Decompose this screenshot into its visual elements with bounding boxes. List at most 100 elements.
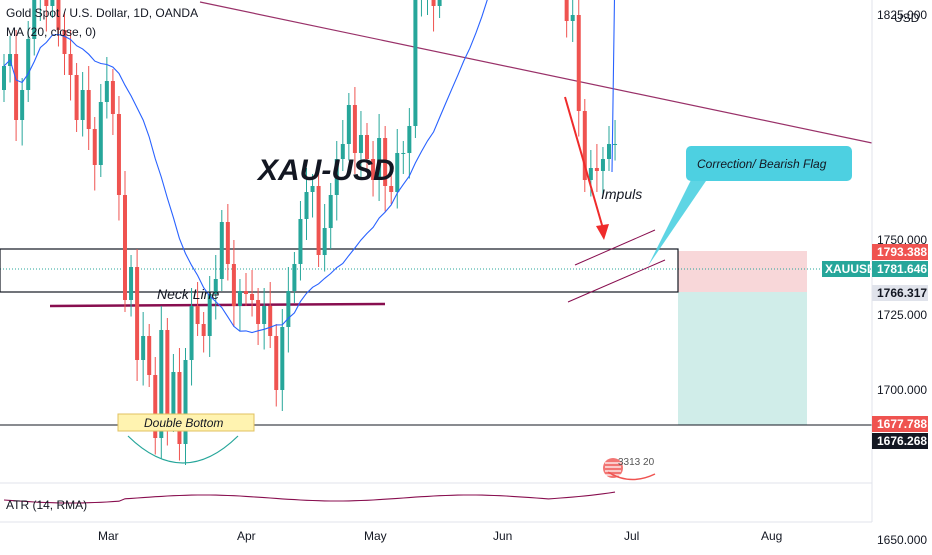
logo-text: 3313 20 (618, 457, 655, 468)
candle-body (250, 294, 255, 300)
candle-body (383, 138, 388, 186)
candle-body (14, 54, 19, 120)
candle-body (570, 15, 575, 21)
y-tick-label: 1725.000 (877, 308, 927, 322)
candle-body (576, 15, 581, 111)
candle-body (50, 0, 55, 6)
stop-tag: 1793.388 (877, 245, 927, 259)
candle-body (395, 153, 400, 192)
flag-lower-line (567, 259, 666, 303)
candle-body (365, 135, 369, 159)
stop-tag-bg (872, 244, 928, 260)
neck-line-label: Neck Line (157, 286, 219, 302)
candle-body (437, 0, 442, 6)
candle-body (413, 0, 418, 126)
x-tick-label: May (364, 529, 387, 543)
candle-body (304, 192, 309, 219)
consolidation-box (0, 248, 679, 293)
candle-body (600, 159, 605, 171)
impuls-arrowhead (596, 224, 609, 240)
candle-body (316, 186, 321, 255)
candle-body (346, 105, 351, 144)
candle-body (207, 294, 212, 336)
flag-logo-icon: 3313 20 (603, 457, 656, 481)
candle-body (213, 279, 218, 294)
candle-body (159, 330, 164, 438)
candle-body (116, 114, 121, 195)
candle-body (153, 375, 158, 438)
candle-body (56, 0, 61, 30)
target-tag: 1677.788 (877, 417, 927, 431)
candle-body (322, 228, 327, 255)
impuls-label: Impuls (601, 186, 642, 202)
candle-body (328, 195, 333, 228)
candle-body (141, 336, 146, 360)
candle-body (2, 66, 6, 90)
y-tick-label: 1750.000 (877, 233, 927, 247)
x-tick-label: Mar (98, 529, 119, 543)
symbol-tag-bg (822, 261, 870, 277)
candle-body (129, 267, 134, 300)
candle-body (80, 90, 85, 120)
reward-zone (678, 292, 807, 425)
candle-body (274, 336, 279, 390)
candle-body (268, 306, 273, 336)
candle-body (62, 30, 67, 54)
candle-body (104, 81, 109, 102)
x-tick-label: Jul (624, 529, 639, 543)
candle-body (582, 111, 587, 180)
x-tick-label: Apr (237, 529, 256, 543)
callout-box (686, 146, 852, 181)
candle-body (334, 159, 339, 195)
candle-body (92, 129, 97, 165)
callout-pointer (648, 178, 708, 266)
candle-body (225, 222, 230, 264)
candle-body (135, 267, 140, 360)
symbol-title: Gold Spot / U.S. Dollar, 1D, OANDA (6, 6, 199, 20)
candle-body (358, 135, 363, 153)
target-tag-bg (872, 416, 928, 432)
candle-body (183, 360, 188, 444)
candle-body (262, 306, 267, 324)
double-bottom-arc (127, 435, 239, 464)
candle-body (86, 90, 91, 129)
y-tick-label: 1650.000 (877, 533, 927, 547)
symbol-tag: XAUUSD (825, 262, 876, 276)
candle-body (298, 219, 303, 264)
candle-body (280, 327, 285, 390)
candle-body (286, 291, 291, 327)
support-tag-bg (872, 433, 928, 449)
candle-body (110, 81, 115, 114)
support-tag: 1676.268 (877, 434, 927, 448)
double-bottom-label: Double Bottom (144, 416, 223, 430)
candle-body (171, 372, 176, 420)
candle-body (98, 102, 103, 165)
candle-body (292, 264, 297, 291)
candle-body (377, 138, 382, 180)
candle-body (588, 168, 593, 180)
risk-zone (678, 251, 807, 292)
atr-line (3, 491, 616, 504)
candle-body (165, 330, 170, 420)
candle-body (352, 105, 357, 153)
flag-upper-line (574, 229, 656, 266)
ma-line (3, 0, 616, 334)
chart-title: XAU-USD (256, 154, 395, 187)
candle-body (431, 0, 436, 6)
candle-body (20, 90, 25, 120)
candle-body (123, 195, 127, 300)
candle-body (340, 144, 345, 159)
candle-body (256, 300, 261, 324)
candle-body (195, 306, 200, 324)
candle-body (371, 159, 376, 180)
double-bottom-box (117, 413, 255, 432)
candle-body (401, 153, 406, 154)
candle-body (407, 126, 412, 153)
entry-tag-bg (872, 285, 928, 301)
neck-line (49, 302, 386, 308)
entry-tag: 1766.317 (877, 286, 927, 300)
candle-body (231, 264, 236, 306)
candle-body (44, 0, 49, 6)
